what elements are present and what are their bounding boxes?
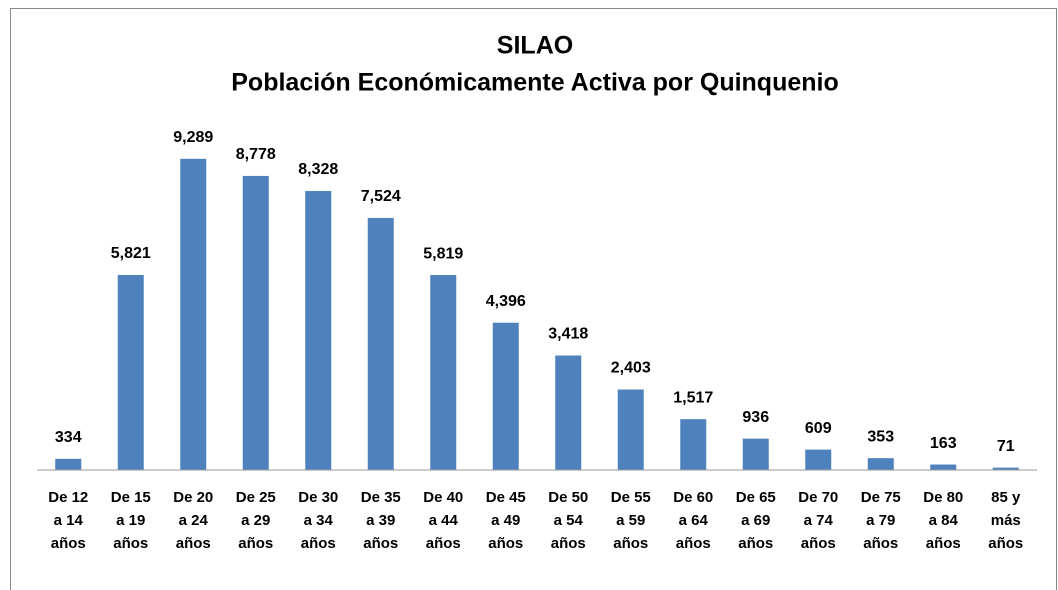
bar xyxy=(805,449,832,470)
x-tick-label: años xyxy=(426,535,461,552)
x-tick-label: años xyxy=(238,535,273,552)
bar xyxy=(242,175,269,470)
x-tick-label: a 69 xyxy=(741,512,770,529)
x-tick-label: De 15 xyxy=(111,489,151,506)
x-tick-label: De 40 xyxy=(423,489,463,506)
x-tick-label: a 39 xyxy=(366,512,395,529)
x-tick-label: De 75 xyxy=(861,489,901,506)
data-label: 4,396 xyxy=(486,293,526,310)
data-label: 8,328 xyxy=(298,161,338,178)
x-tick-label: años xyxy=(301,535,336,552)
x-tick-label: a 59 xyxy=(616,512,645,529)
bar xyxy=(867,458,894,470)
x-tick-label: años xyxy=(988,535,1023,552)
x-tick-label: a 34 xyxy=(304,512,334,529)
x-tick-label: 85 y xyxy=(991,489,1021,506)
x-tick-label: a 54 xyxy=(554,512,584,529)
x-tick-label: años xyxy=(676,535,711,552)
x-tick-label: De 35 xyxy=(361,489,401,506)
x-tick-label: De 12 xyxy=(48,489,88,506)
x-tick-label: a 19 xyxy=(116,512,145,529)
chart-title: SILAO xyxy=(497,32,573,60)
x-tick-label: De 25 xyxy=(236,489,276,506)
bar xyxy=(492,322,519,470)
x-tick-label: años xyxy=(613,535,648,552)
x-tick-label: a 49 xyxy=(491,512,520,529)
bar xyxy=(930,464,957,470)
data-label: 334 xyxy=(55,429,82,446)
data-label: 609 xyxy=(805,420,832,437)
bar xyxy=(117,274,144,470)
data-label: 8,778 xyxy=(236,146,276,163)
bar xyxy=(180,158,207,471)
x-tick-label: años xyxy=(363,535,398,552)
x-tick-label: De 65 xyxy=(736,489,776,506)
x-tick-label: más xyxy=(991,512,1021,529)
x-tick-label: a 79 xyxy=(866,512,895,529)
bar xyxy=(555,355,582,470)
bar xyxy=(367,217,394,470)
data-label: 163 xyxy=(930,435,957,452)
x-tick-label: a 29 xyxy=(241,512,270,529)
data-label: 7,524 xyxy=(361,188,401,205)
bar xyxy=(617,389,644,470)
x-tick-label: De 70 xyxy=(798,489,838,506)
x-tick-label: De 55 xyxy=(611,489,651,506)
bar xyxy=(680,419,707,470)
x-tick-label: De 45 xyxy=(486,489,526,506)
x-tick-label: años xyxy=(926,535,961,552)
bar xyxy=(430,275,457,470)
x-tick-label: años xyxy=(863,535,898,552)
x-tick-label: años xyxy=(113,535,148,552)
x-tick-label: a 44 xyxy=(429,512,459,529)
x-tick-label: años xyxy=(801,535,836,552)
data-label: 9,289 xyxy=(173,129,213,146)
data-label: 5,819 xyxy=(423,245,463,262)
x-tick-label: De 30 xyxy=(298,489,338,506)
x-tick-label: De 80 xyxy=(923,489,963,506)
x-tick-label: a 64 xyxy=(679,512,709,529)
x-tick-label: De 50 xyxy=(548,489,588,506)
x-tick-label: años xyxy=(176,535,211,552)
data-label: 936 xyxy=(742,409,769,426)
data-label: 71 xyxy=(997,438,1015,455)
x-tick-label: a 74 xyxy=(804,512,834,529)
bar xyxy=(305,191,332,470)
chart-title: Población Económicamente Activa por Quin… xyxy=(231,69,839,97)
x-tick-label: años xyxy=(488,535,523,552)
x-tick-label: años xyxy=(738,535,773,552)
data-label: 3,418 xyxy=(548,326,588,343)
x-tick-label: a 14 xyxy=(54,512,84,529)
x-tick-label: De 60 xyxy=(673,489,713,506)
x-tick-label: De 20 xyxy=(173,489,213,506)
x-tick-label: años xyxy=(551,535,586,552)
bar xyxy=(55,458,82,470)
bar xyxy=(742,438,769,470)
data-label: 353 xyxy=(867,428,894,445)
data-label: 5,821 xyxy=(111,245,151,262)
data-label: 2,403 xyxy=(611,360,651,377)
x-tick-label: a 84 xyxy=(929,512,959,529)
bar xyxy=(992,467,1019,470)
x-tick-label: años xyxy=(51,535,86,552)
x-tick-label: a 24 xyxy=(179,512,209,529)
data-label: 1,517 xyxy=(673,389,713,406)
